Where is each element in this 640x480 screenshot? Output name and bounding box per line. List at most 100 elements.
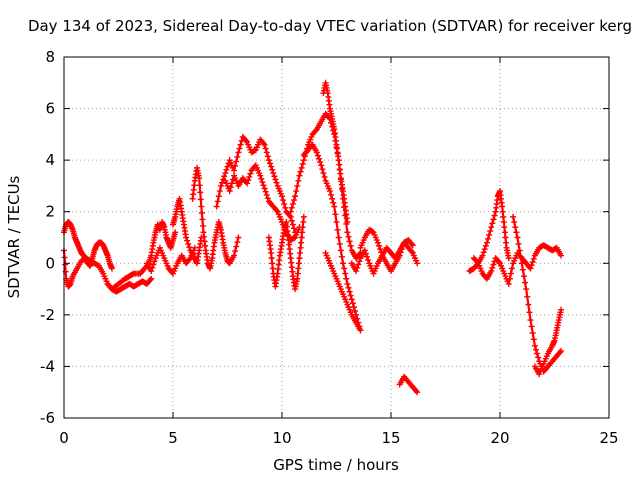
data-point xyxy=(293,188,300,195)
data-point xyxy=(148,268,155,275)
data-point xyxy=(221,173,228,180)
data-point xyxy=(507,270,514,277)
data-point xyxy=(172,229,179,236)
data-point xyxy=(506,275,513,282)
data-point xyxy=(528,323,535,330)
y-tick-label: 4 xyxy=(45,151,55,169)
data-point xyxy=(288,204,295,211)
data-point xyxy=(398,246,405,253)
data-point xyxy=(312,127,319,134)
data-point xyxy=(235,234,242,241)
data-point xyxy=(268,163,275,170)
x-axis-label: GPS time / hours xyxy=(273,456,399,474)
data-point xyxy=(522,279,529,286)
data-point xyxy=(300,157,307,164)
data-point xyxy=(357,327,364,334)
data-point xyxy=(331,203,338,210)
data-point xyxy=(314,152,321,159)
data-point xyxy=(216,188,223,195)
data-point xyxy=(298,239,305,246)
data-point xyxy=(289,200,296,207)
data-point xyxy=(244,180,251,187)
data-point xyxy=(511,219,518,226)
data-series-layer xyxy=(61,79,565,396)
data-point xyxy=(399,242,406,249)
data-point xyxy=(292,193,299,200)
y-tick-label: 0 xyxy=(45,254,55,272)
data-point xyxy=(485,235,492,242)
data-point xyxy=(340,260,347,267)
data-point xyxy=(491,212,498,219)
data-point xyxy=(183,234,190,241)
x-tick-label: 10 xyxy=(272,429,291,447)
data-point xyxy=(396,252,403,259)
data-point xyxy=(273,179,280,186)
data-point xyxy=(295,260,302,267)
data-point xyxy=(217,182,224,189)
data-point xyxy=(222,170,229,177)
data-point xyxy=(299,224,306,231)
data-point xyxy=(508,265,515,272)
series-sat-c xyxy=(104,219,179,293)
data-point xyxy=(290,225,297,232)
data-point xyxy=(197,189,204,196)
data-point xyxy=(268,255,275,262)
data-point xyxy=(234,153,241,160)
data-point xyxy=(353,268,360,275)
data-point xyxy=(186,244,193,251)
data-point xyxy=(261,185,268,192)
y-axis-label: SDTVAR / TECUs xyxy=(5,175,23,298)
data-point xyxy=(527,317,534,324)
data-point xyxy=(333,219,340,226)
data-point xyxy=(489,264,496,271)
data-point xyxy=(488,268,495,275)
data-point xyxy=(235,149,242,156)
y-tick-label: 8 xyxy=(45,48,55,66)
data-point xyxy=(397,249,404,256)
data-point xyxy=(501,229,508,236)
data-point xyxy=(61,254,68,261)
data-point xyxy=(499,203,506,210)
data-point xyxy=(228,180,235,187)
data-point xyxy=(313,149,320,156)
data-point xyxy=(223,166,230,173)
data-point xyxy=(332,211,339,218)
data-point xyxy=(513,229,520,236)
series-sat-r xyxy=(510,213,565,375)
data-point xyxy=(300,213,307,220)
data-point xyxy=(408,248,415,255)
data-point xyxy=(269,265,276,272)
data-point xyxy=(490,261,497,268)
series-sat-q xyxy=(470,242,565,287)
y-tick-label: 2 xyxy=(45,203,55,221)
data-point xyxy=(526,309,533,316)
data-point xyxy=(149,264,156,271)
data-point xyxy=(186,256,193,263)
data-point xyxy=(227,184,234,191)
data-point xyxy=(505,255,512,262)
data-point xyxy=(196,182,203,189)
data-point xyxy=(232,162,239,169)
data-point xyxy=(108,265,115,272)
data-point xyxy=(355,261,362,268)
series-sat-l xyxy=(320,79,351,226)
data-point xyxy=(263,191,270,198)
data-point xyxy=(316,155,323,162)
data-point xyxy=(500,213,507,220)
data-point xyxy=(528,262,535,269)
data-point xyxy=(344,219,351,226)
y-tick-label: -6 xyxy=(40,409,55,427)
x-tick-label: 20 xyxy=(490,429,509,447)
data-point xyxy=(338,253,345,260)
axis-ticks: 0 5 10 15 20 25 -6 -4 -2 0 2 4 6 8 xyxy=(40,48,619,447)
data-point xyxy=(512,224,519,231)
data-point xyxy=(282,204,289,211)
data-point xyxy=(62,261,69,268)
data-point xyxy=(336,240,343,247)
data-point xyxy=(558,347,565,354)
series-sat-d xyxy=(143,244,198,277)
data-point xyxy=(289,221,296,228)
data-point xyxy=(233,158,240,165)
data-point xyxy=(233,243,240,250)
data-point xyxy=(258,175,265,182)
